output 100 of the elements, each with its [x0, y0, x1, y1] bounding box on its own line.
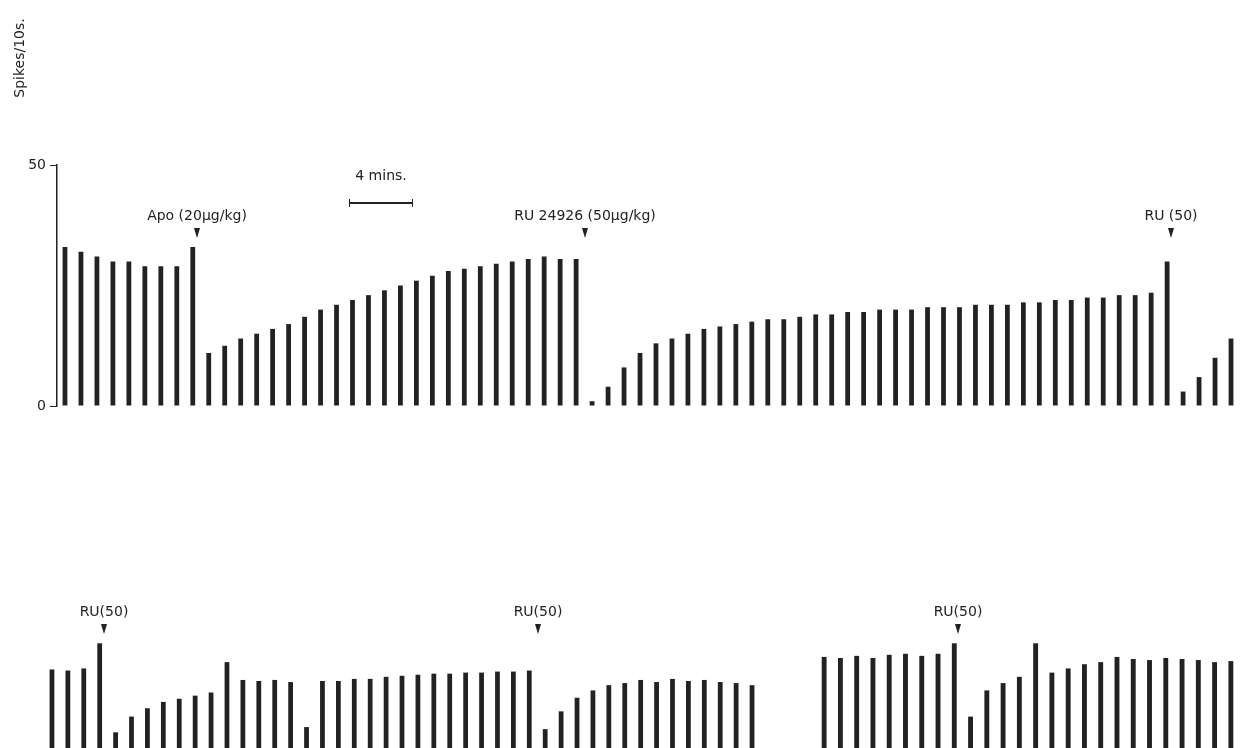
bar — [638, 679, 644, 748]
bar — [1116, 295, 1122, 406]
bar — [81, 668, 87, 748]
bar — [351, 678, 357, 748]
text: RU(50) — [513, 603, 563, 619]
bar — [589, 401, 595, 406]
bar — [206, 352, 212, 406]
bar — [973, 304, 978, 406]
bar — [431, 673, 437, 748]
bar — [1084, 297, 1090, 406]
annotation: Apo (20µg/kg) — [147, 207, 247, 223]
bar — [957, 307, 962, 406]
bar — [1020, 302, 1026, 406]
bar — [1000, 683, 1006, 748]
text: RU(50) — [933, 603, 983, 619]
bar — [447, 673, 453, 748]
bar — [429, 275, 435, 406]
bar — [670, 678, 675, 748]
bar — [320, 680, 325, 748]
bar — [463, 672, 469, 748]
bar — [495, 671, 500, 748]
bar — [318, 309, 323, 406]
bar — [334, 304, 339, 406]
bar — [1005, 304, 1010, 406]
bar — [176, 698, 182, 748]
bar — [903, 653, 908, 748]
bar — [192, 695, 198, 748]
bar — [877, 309, 882, 406]
bar — [1068, 299, 1074, 406]
bar — [367, 678, 373, 748]
bar — [686, 680, 691, 748]
bar — [129, 716, 134, 748]
bar — [919, 655, 925, 748]
bar — [733, 324, 739, 406]
bar — [765, 319, 771, 406]
bar — [1052, 299, 1058, 406]
bar — [414, 280, 419, 406]
bar — [717, 682, 723, 748]
bar — [606, 685, 612, 748]
bar — [925, 307, 930, 406]
bar — [951, 643, 957, 748]
bar — [1065, 668, 1071, 748]
bar — [288, 682, 294, 748]
bar — [1132, 295, 1138, 406]
bar — [526, 670, 532, 748]
bar — [238, 338, 244, 406]
bar — [1100, 297, 1106, 406]
annotation: RU (50) — [1144, 207, 1198, 223]
bar — [813, 314, 819, 406]
bar — [350, 299, 355, 406]
bar — [270, 328, 276, 406]
bar — [821, 656, 827, 748]
bar — [302, 316, 307, 406]
bar — [304, 727, 309, 748]
y-tick-label: 50 — [28, 155, 46, 172]
bar — [382, 290, 387, 406]
bar — [335, 680, 341, 748]
y-tick-label: 0 — [37, 396, 46, 413]
bar — [65, 670, 71, 748]
bar — [797, 316, 803, 406]
bar — [493, 263, 499, 406]
bar — [845, 312, 851, 406]
bar — [717, 326, 723, 406]
bar — [854, 655, 860, 748]
bar — [968, 716, 973, 748]
bar — [222, 345, 228, 406]
bar — [174, 266, 180, 406]
bar — [989, 304, 994, 406]
bar — [525, 258, 531, 406]
bar — [510, 671, 516, 748]
bar — [398, 285, 403, 406]
bar — [909, 309, 914, 406]
bar — [445, 271, 451, 406]
bar — [479, 672, 484, 748]
bar — [1195, 660, 1201, 748]
bar — [366, 295, 371, 406]
bar — [573, 258, 579, 406]
bar — [190, 246, 196, 406]
bar — [1148, 292, 1154, 406]
bar — [1130, 659, 1136, 748]
bar — [126, 261, 132, 406]
bar — [1164, 261, 1170, 406]
annotation: 4 mins. — [355, 167, 407, 183]
bar — [733, 683, 739, 748]
bar — [286, 324, 291, 406]
bar — [622, 683, 628, 748]
bar — [1033, 643, 1039, 748]
bar — [557, 258, 563, 406]
bar — [97, 643, 103, 748]
bar — [1147, 660, 1152, 748]
bar — [477, 266, 483, 406]
bar — [654, 682, 659, 748]
bar — [837, 657, 843, 748]
bar — [893, 309, 898, 406]
bar — [1036, 302, 1042, 406]
bar — [749, 321, 755, 406]
bar — [142, 266, 148, 406]
bar — [701, 679, 707, 748]
bar — [158, 266, 164, 406]
bar — [509, 261, 515, 406]
